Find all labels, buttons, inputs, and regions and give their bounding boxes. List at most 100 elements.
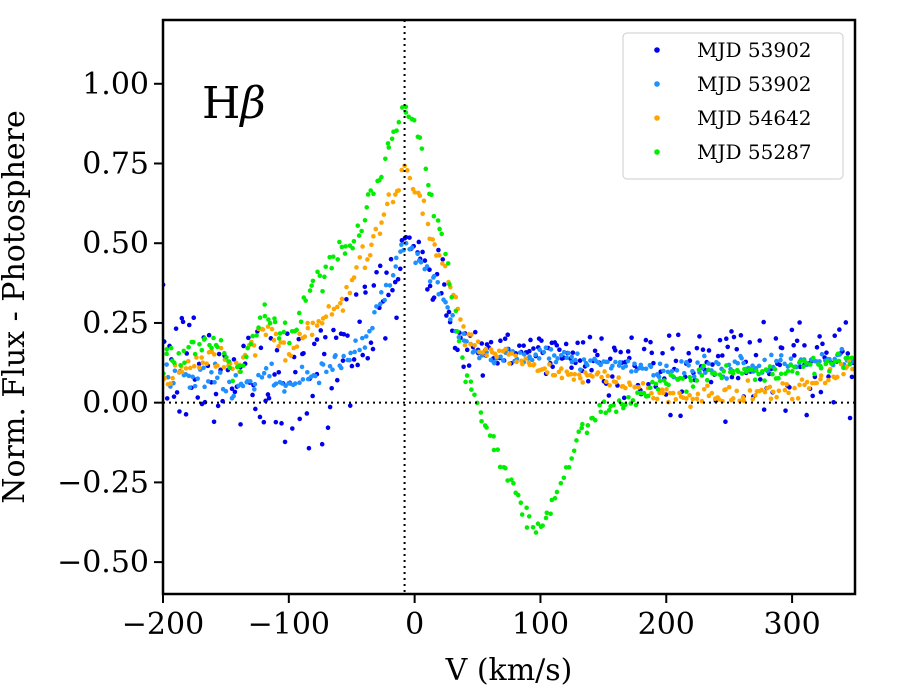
data-point	[276, 369, 282, 375]
data-point	[348, 350, 353, 356]
data-point	[803, 360, 809, 366]
data-point	[461, 331, 466, 336]
data-point	[673, 397, 679, 402]
data-point	[292, 381, 298, 386]
x-tick-label: −100	[248, 607, 330, 642]
data-point	[841, 371, 846, 377]
data-point	[293, 369, 298, 375]
data-point	[435, 279, 441, 285]
data-point	[670, 346, 675, 351]
data-point	[618, 349, 623, 355]
data-point	[613, 409, 619, 415]
data-point	[384, 270, 389, 275]
data-point	[385, 141, 391, 146]
data-point	[839, 346, 845, 352]
data-point	[686, 363, 691, 368]
data-point	[589, 367, 594, 373]
data-point	[535, 521, 541, 527]
data-point	[271, 337, 277, 343]
data-point	[339, 296, 345, 302]
data-point	[373, 226, 379, 232]
data-point	[513, 353, 518, 358]
data-point	[310, 320, 316, 326]
data-point	[709, 390, 715, 396]
data-point	[554, 343, 560, 348]
data-point	[329, 312, 335, 317]
data-point	[195, 376, 201, 381]
x-tick-label: −200	[122, 607, 204, 642]
data-point	[511, 480, 516, 486]
data-point	[704, 377, 710, 383]
data-point	[221, 364, 227, 370]
data-point	[231, 357, 237, 362]
data-point	[845, 351, 851, 356]
data-point	[849, 374, 855, 380]
data-point	[632, 361, 637, 367]
data-point	[304, 411, 310, 416]
data-point	[810, 393, 815, 399]
data-point	[223, 388, 229, 394]
data-point	[643, 366, 649, 372]
data-point	[617, 359, 623, 365]
data-point	[327, 404, 333, 410]
data-point	[446, 309, 452, 315]
data-point	[688, 404, 693, 410]
data-point	[804, 379, 810, 385]
data-point	[648, 385, 653, 391]
data-point	[847, 361, 853, 367]
data-point	[559, 366, 564, 371]
data-point	[257, 315, 263, 320]
data-point	[214, 375, 220, 381]
data-point	[498, 338, 503, 344]
data-point	[623, 363, 629, 369]
data-point	[740, 395, 746, 400]
data-point	[354, 265, 359, 270]
data-point	[810, 355, 816, 361]
data-point	[580, 340, 586, 345]
data-point	[741, 360, 746, 366]
data-point	[318, 328, 324, 333]
data-point	[514, 359, 519, 365]
data-point	[808, 362, 813, 367]
data-point	[418, 259, 424, 265]
data-point	[495, 447, 500, 452]
data-point	[262, 313, 268, 319]
data-point	[168, 345, 174, 351]
data-point	[643, 337, 649, 343]
data-point	[480, 350, 486, 355]
data-point	[246, 335, 251, 341]
data-point	[719, 375, 725, 381]
data-point	[425, 221, 431, 227]
y-tick-label: 0.25	[82, 306, 149, 341]
data-point	[503, 346, 508, 352]
data-point	[687, 392, 692, 398]
data-point	[204, 361, 209, 366]
data-point	[215, 403, 221, 409]
data-point	[569, 456, 574, 461]
data-point	[576, 429, 582, 435]
data-point	[252, 387, 257, 392]
data-point	[388, 256, 394, 262]
data-point	[541, 349, 547, 355]
data-point	[427, 283, 433, 289]
data-point	[543, 345, 549, 351]
data-point	[772, 366, 778, 372]
data-point	[757, 377, 763, 382]
data-point	[173, 326, 179, 331]
data-point	[708, 379, 714, 385]
data-point	[180, 319, 186, 325]
data-point	[797, 359, 803, 364]
data-point	[340, 308, 346, 313]
data-point	[716, 361, 721, 367]
data-point	[179, 315, 185, 321]
data-point	[164, 351, 169, 357]
data-point	[834, 374, 840, 380]
data-point	[431, 213, 437, 219]
data-point	[680, 376, 685, 381]
data-point	[341, 353, 346, 359]
data-point	[529, 357, 535, 363]
data-point	[487, 433, 493, 438]
data-point	[494, 354, 499, 360]
plot-frame	[161, 18, 857, 596]
data-point	[296, 336, 302, 342]
